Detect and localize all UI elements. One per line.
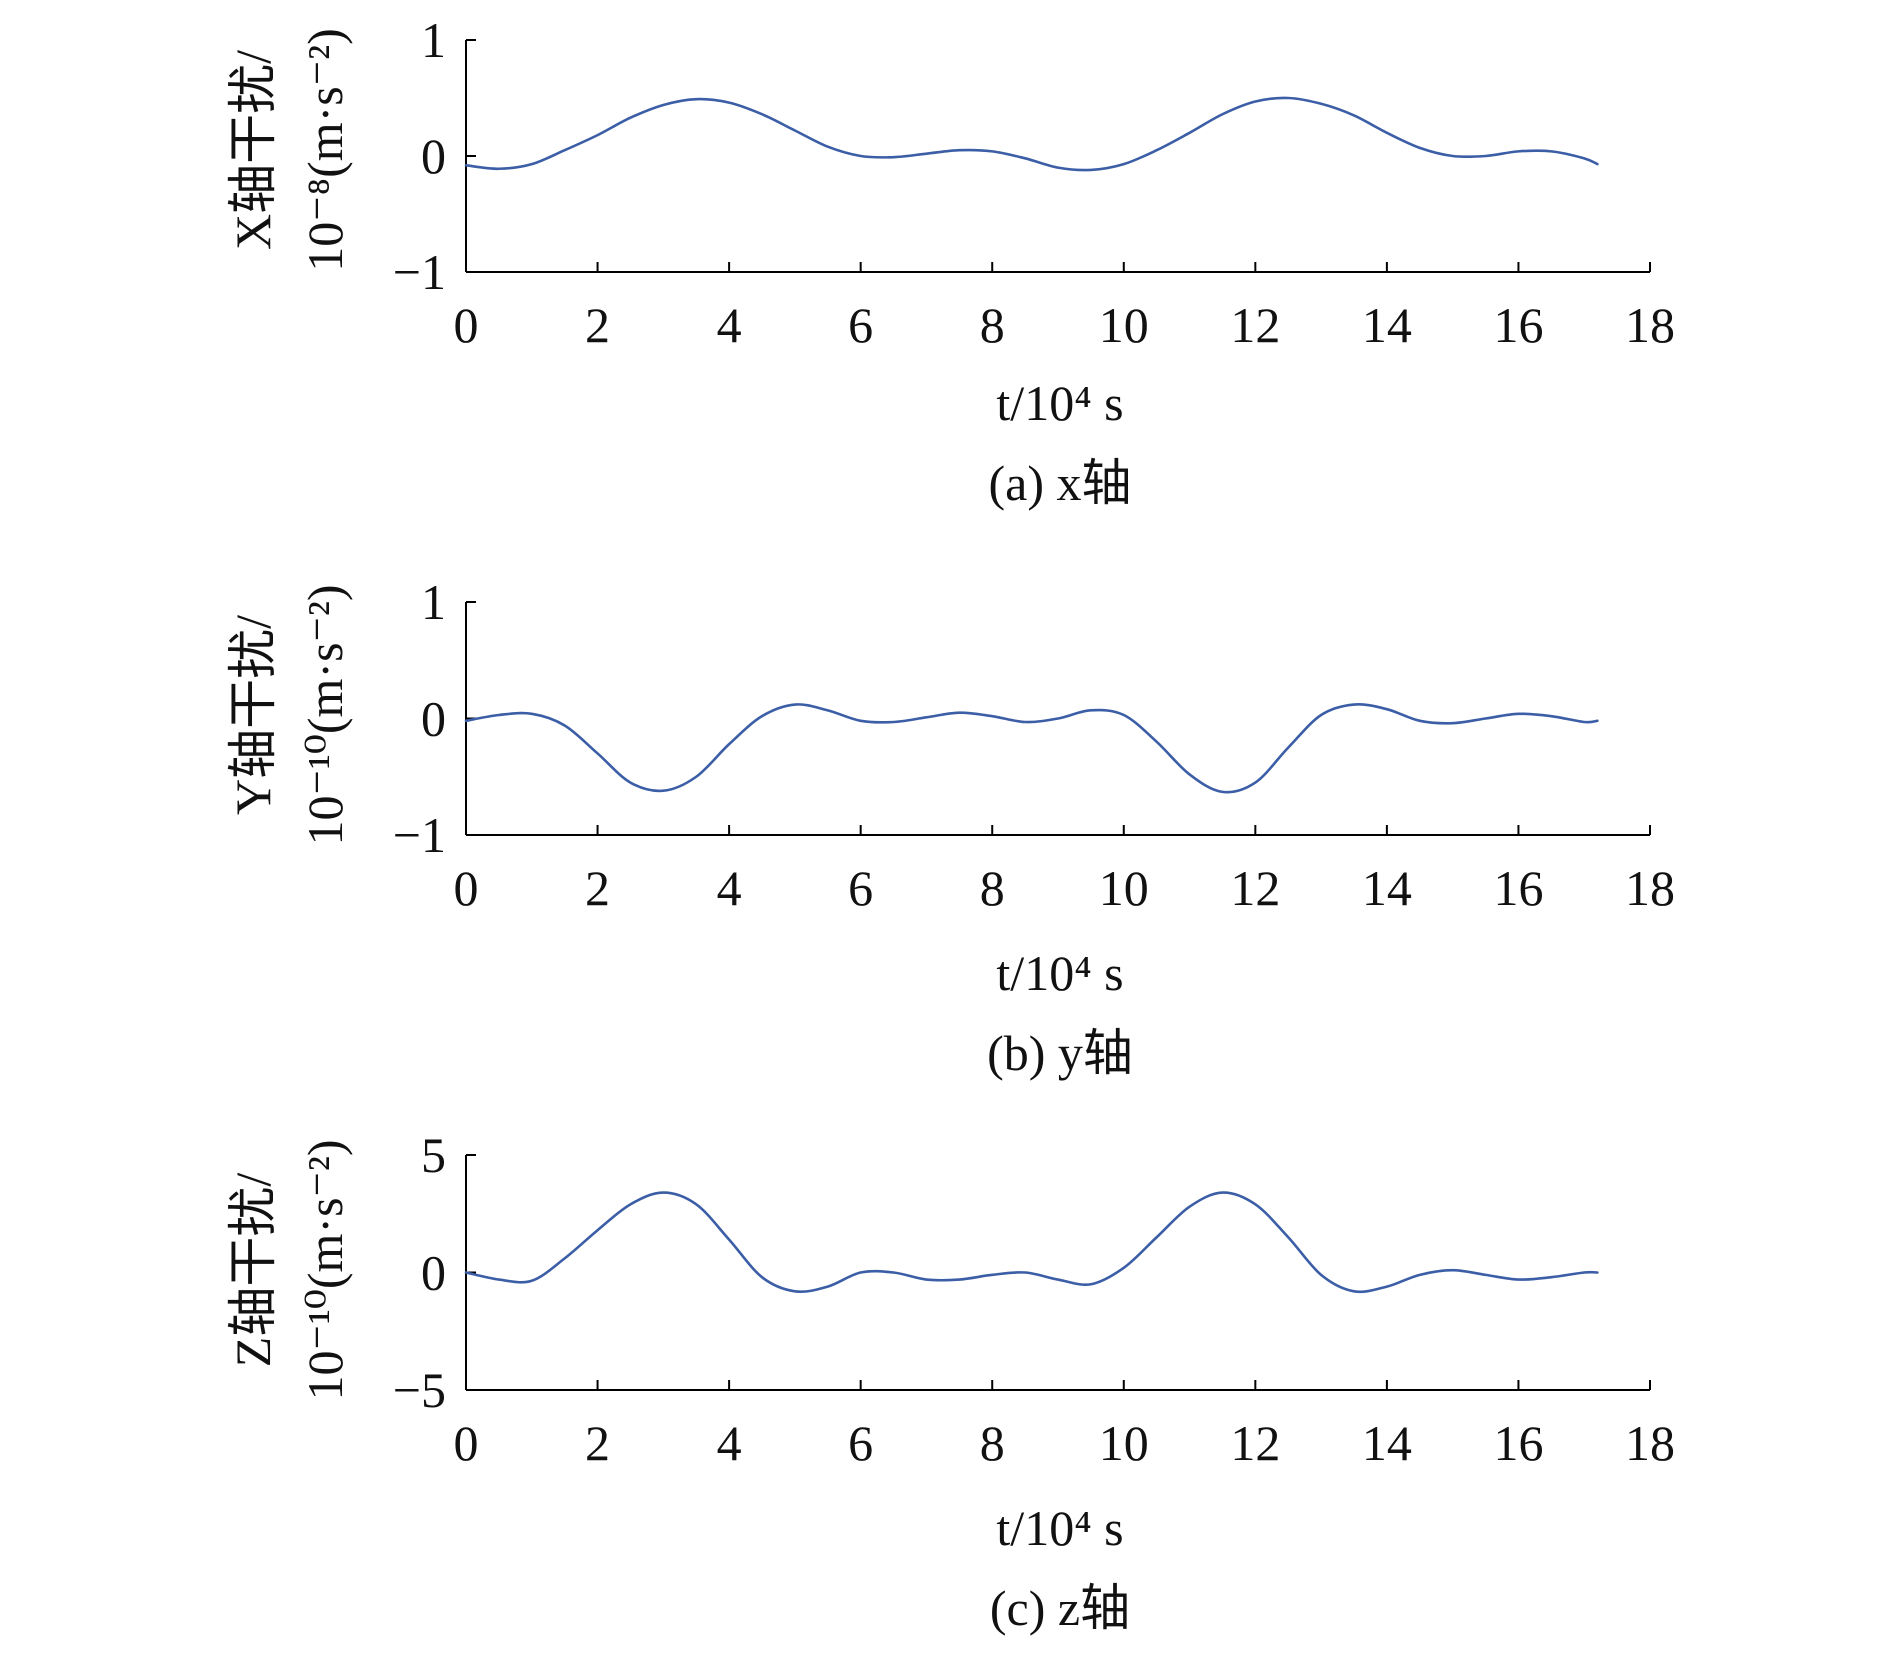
y-tick-label: 0 <box>421 1245 446 1301</box>
x-tick-label: 10 <box>1099 860 1149 916</box>
y-axis-label-line2: 10⁻¹⁰(m·s⁻²) <box>297 1139 353 1400</box>
x-axis-label: t/10⁴ s <box>996 375 1123 431</box>
panel-y-axis: Y轴干扰/ 10⁻¹⁰(m·s⁻²) 0 2 4 6 8 10 12 14 16 18−101 t… <box>225 574 1675 1081</box>
x-axis-label: t/10⁴ s <box>996 1500 1123 1556</box>
x-tick-label: 14 <box>1362 860 1412 916</box>
panel-caption: (a) x轴 <box>989 455 1132 511</box>
y-tick-label: 5 <box>421 1127 446 1183</box>
y-axis-label: X轴干扰/ <box>225 50 281 250</box>
x-tick-label: 12 <box>1230 297 1280 353</box>
y-tick-label: −1 <box>393 244 446 300</box>
series-line <box>464 96 1599 172</box>
x-tick-label: 4 <box>717 297 742 353</box>
x-tick-label: 8 <box>980 297 1005 353</box>
x-tick-label: 16 <box>1493 297 1543 353</box>
x-tick-label: 4 <box>717 860 742 916</box>
x-tick-label: 8 <box>980 860 1005 916</box>
x-tick-label: 12 <box>1230 860 1280 916</box>
y-axis-label-line2: 10⁻¹⁰(m·s⁻²) <box>297 584 353 845</box>
x-tick-label: 18 <box>1625 297 1675 353</box>
y-axis-label: Y轴干扰/ <box>225 615 281 815</box>
y-axis-label-line1: X轴干扰/ <box>225 50 281 250</box>
x-tick-label: 10 <box>1099 1415 1149 1471</box>
x-tick-label: 10 <box>1099 297 1149 353</box>
y-axis-label-units: 10⁻⁸(m·s⁻²) <box>297 28 353 272</box>
plot-area: 0 2 4 6 8 10 12 14 16 18−505 <box>393 1127 1675 1471</box>
y-axis-label-line1: Y轴干扰/ <box>225 615 281 815</box>
x-tick-label: 12 <box>1230 1415 1280 1471</box>
x-tick-label: 4 <box>717 1415 742 1471</box>
y-axis-label-line1: Z轴干扰/ <box>225 1173 281 1368</box>
y-axis-label-units: 10⁻¹⁰(m·s⁻²) <box>297 1139 353 1400</box>
y-tick-label: 1 <box>421 574 446 630</box>
x-tick-label: 0 <box>454 297 479 353</box>
y-axis-label-units: 10⁻¹⁰(m·s⁻²) <box>297 584 353 845</box>
x-tick-label: 18 <box>1625 860 1675 916</box>
x-tick-label: 16 <box>1493 860 1543 916</box>
series-line <box>464 703 1599 794</box>
x-tick-label: 14 <box>1362 297 1412 353</box>
x-tick-label: 2 <box>585 1415 610 1471</box>
y-axis-label-line2: 10⁻⁸(m·s⁻²) <box>297 28 353 272</box>
y-tick-label: −5 <box>393 1362 446 1418</box>
x-tick-label: 0 <box>454 860 479 916</box>
x-tick-label: 6 <box>848 860 873 916</box>
y-axis-label: Z轴干扰/ <box>225 1173 281 1368</box>
plot-area: 0 2 4 6 8 10 12 14 16 18−101 <box>393 12 1675 353</box>
x-tick-label: 0 <box>454 1415 479 1471</box>
series-line <box>464 1191 1599 1294</box>
panel-z-axis: Z轴干扰/ 10⁻¹⁰(m·s⁻²) 0 2 4 6 8 10 12 14 16 18−505 t… <box>225 1127 1675 1636</box>
x-axis-label: t/10⁴ s <box>996 945 1123 1001</box>
panel-caption: (b) y轴 <box>987 1025 1133 1081</box>
x-tick-label: 2 <box>585 297 610 353</box>
x-tick-label: 14 <box>1362 1415 1412 1471</box>
panel-caption: (c) z轴 <box>990 1580 1130 1636</box>
x-tick-label: 16 <box>1493 1415 1543 1471</box>
x-tick-label: 6 <box>848 1415 873 1471</box>
x-tick-label: 18 <box>1625 1415 1675 1471</box>
y-tick-label: 0 <box>421 128 446 184</box>
y-tick-label: 1 <box>421 12 446 68</box>
y-tick-label: 0 <box>421 691 446 747</box>
x-tick-label: 6 <box>848 297 873 353</box>
panel-x-axis: X轴干扰/ 10⁻⁸(m·s⁻²) 0 2 4 6 8 10 12 14 16 18−101 t/… <box>225 12 1675 511</box>
x-tick-label: 2 <box>585 860 610 916</box>
plot-area: 0 2 4 6 8 10 12 14 16 18−101 <box>393 574 1675 916</box>
x-tick-label: 8 <box>980 1415 1005 1471</box>
y-tick-label: −1 <box>393 807 446 863</box>
